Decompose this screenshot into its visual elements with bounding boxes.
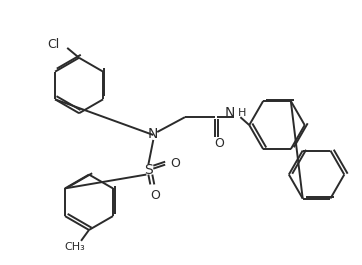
Text: N: N (225, 106, 235, 120)
Text: Cl: Cl (47, 38, 59, 51)
Text: O: O (150, 189, 160, 202)
Text: O: O (215, 137, 224, 150)
Text: S: S (144, 163, 153, 176)
Text: CH₃: CH₃ (65, 242, 85, 252)
Text: H: H (237, 108, 246, 118)
Text: O: O (170, 157, 180, 170)
Text: N: N (148, 127, 159, 141)
